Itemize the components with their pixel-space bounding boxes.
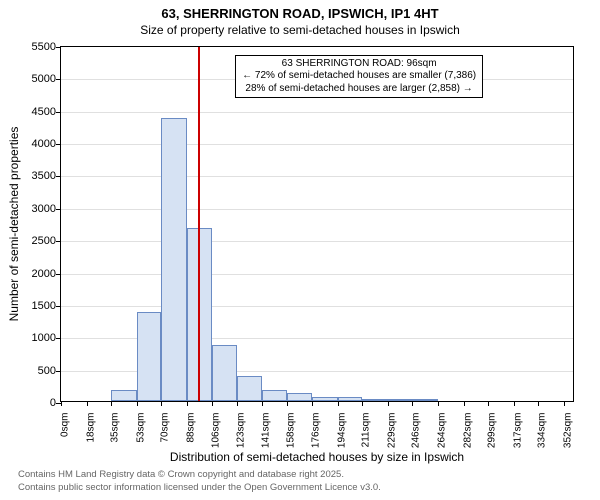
xtick-mark xyxy=(111,401,112,406)
xtick-mark xyxy=(338,401,339,406)
xtick-label: 35sqm xyxy=(109,413,120,443)
gridline xyxy=(61,274,573,275)
ytick-label: 4000 xyxy=(32,138,56,150)
histogram-bar xyxy=(161,118,187,402)
histogram-bar xyxy=(388,399,412,401)
xtick-label: 70sqm xyxy=(159,413,170,443)
y-axis-label: Number of semi-detached properties xyxy=(7,127,21,322)
xtick-label: 158sqm xyxy=(285,413,296,449)
gridline xyxy=(61,176,573,177)
annotation-line: 63 SHERRINGTON ROAD: 96sqm xyxy=(242,58,476,71)
xtick-mark xyxy=(262,401,263,406)
xtick-mark xyxy=(412,401,413,406)
xtick-mark xyxy=(287,401,288,406)
xtick-mark xyxy=(438,401,439,406)
histogram-bar xyxy=(237,376,263,401)
xtick-mark xyxy=(212,401,213,406)
annotation-line: 28% of semi-detached houses are larger (… xyxy=(242,83,476,96)
xtick-mark xyxy=(362,401,363,406)
xtick-label: 106sqm xyxy=(211,413,222,449)
footer-line1: Contains HM Land Registry data © Crown c… xyxy=(18,469,381,481)
gridline xyxy=(61,209,573,210)
ytick-label: 500 xyxy=(38,365,56,377)
xtick-label: 299sqm xyxy=(486,413,497,449)
ytick-label: 0 xyxy=(50,397,56,409)
xtick-mark xyxy=(538,401,539,406)
chart-container: 63, SHERRINGTON ROAD, IPSWICH, IP1 4HT S… xyxy=(0,0,600,500)
xtick-mark xyxy=(514,401,515,406)
ytick-mark xyxy=(56,306,61,307)
plot-area: 0500100015002000250030003500400045005000… xyxy=(60,46,574,402)
histogram-bar xyxy=(287,393,313,401)
ytick-label: 2500 xyxy=(32,235,56,247)
ytick-mark xyxy=(56,112,61,113)
histogram-bar xyxy=(362,399,388,401)
xtick-mark xyxy=(187,401,188,406)
xtick-label: 18sqm xyxy=(85,413,96,443)
histogram-bar xyxy=(338,397,362,401)
histogram-bar xyxy=(262,390,286,401)
histogram-bar xyxy=(212,345,236,401)
xtick-mark xyxy=(87,401,88,406)
xtick-mark xyxy=(388,401,389,406)
xtick-mark xyxy=(312,401,313,406)
ytick-mark xyxy=(56,371,61,372)
ytick-label: 1500 xyxy=(32,300,56,312)
title-address: 63, SHERRINGTON ROAD, IPSWICH, IP1 4HT xyxy=(0,6,600,21)
footer-attribution: Contains HM Land Registry data © Crown c… xyxy=(18,469,381,494)
title-block: 63, SHERRINGTON ROAD, IPSWICH, IP1 4HT S… xyxy=(0,0,600,37)
ytick-mark xyxy=(56,274,61,275)
reference-line xyxy=(198,47,200,401)
ytick-label: 5000 xyxy=(32,73,56,85)
histogram-bar xyxy=(412,399,438,401)
gridline xyxy=(61,112,573,113)
xtick-mark xyxy=(61,401,62,406)
xtick-label: 0sqm xyxy=(60,413,71,437)
xtick-label: 211sqm xyxy=(361,413,372,448)
xtick-label: 88sqm xyxy=(185,413,196,443)
x-axis-label: Distribution of semi-detached houses by … xyxy=(170,450,464,464)
xtick-mark xyxy=(564,401,565,406)
ytick-mark xyxy=(56,209,61,210)
ytick-label: 2000 xyxy=(32,268,56,280)
ytick-label: 3500 xyxy=(32,170,56,182)
ytick-mark xyxy=(56,338,61,339)
xtick-label: 282sqm xyxy=(462,413,473,449)
xtick-label: 123sqm xyxy=(235,413,246,449)
gridline xyxy=(61,241,573,242)
xtick-mark xyxy=(464,401,465,406)
xtick-label: 53sqm xyxy=(135,413,146,443)
xtick-label: 194sqm xyxy=(336,413,347,449)
xtick-label: 334sqm xyxy=(536,413,547,449)
xtick-label: 264sqm xyxy=(436,413,447,449)
ytick-mark xyxy=(56,47,61,48)
annotation-box: 63 SHERRINGTON ROAD: 96sqm← 72% of semi-… xyxy=(235,55,483,99)
xtick-label: 229sqm xyxy=(386,413,397,449)
xtick-mark xyxy=(137,401,138,406)
xtick-label: 317sqm xyxy=(512,413,523,449)
histogram-bar xyxy=(312,397,338,401)
histogram-bar xyxy=(111,390,137,401)
ytick-label: 1000 xyxy=(32,332,56,344)
ytick-mark xyxy=(56,79,61,80)
xtick-label: 141sqm xyxy=(261,413,272,449)
xtick-label: 246sqm xyxy=(411,413,422,449)
ytick-mark xyxy=(56,241,61,242)
xtick-label: 352sqm xyxy=(562,413,573,449)
gridline xyxy=(61,306,573,307)
xtick-mark xyxy=(161,401,162,406)
ytick-label: 3000 xyxy=(32,203,56,215)
gridline xyxy=(61,144,573,145)
xtick-mark xyxy=(237,401,238,406)
ytick-mark xyxy=(56,144,61,145)
ytick-label: 4500 xyxy=(32,106,56,118)
footer-line2: Contains public sector information licen… xyxy=(18,482,381,494)
annotation-line: ← 72% of semi-detached houses are smalle… xyxy=(242,70,476,83)
histogram-bar xyxy=(137,312,161,401)
ytick-label: 5500 xyxy=(32,41,56,53)
xtick-label: 176sqm xyxy=(311,413,322,449)
xtick-mark xyxy=(488,401,489,406)
title-subtitle: Size of property relative to semi-detach… xyxy=(0,23,600,37)
ytick-mark xyxy=(56,176,61,177)
